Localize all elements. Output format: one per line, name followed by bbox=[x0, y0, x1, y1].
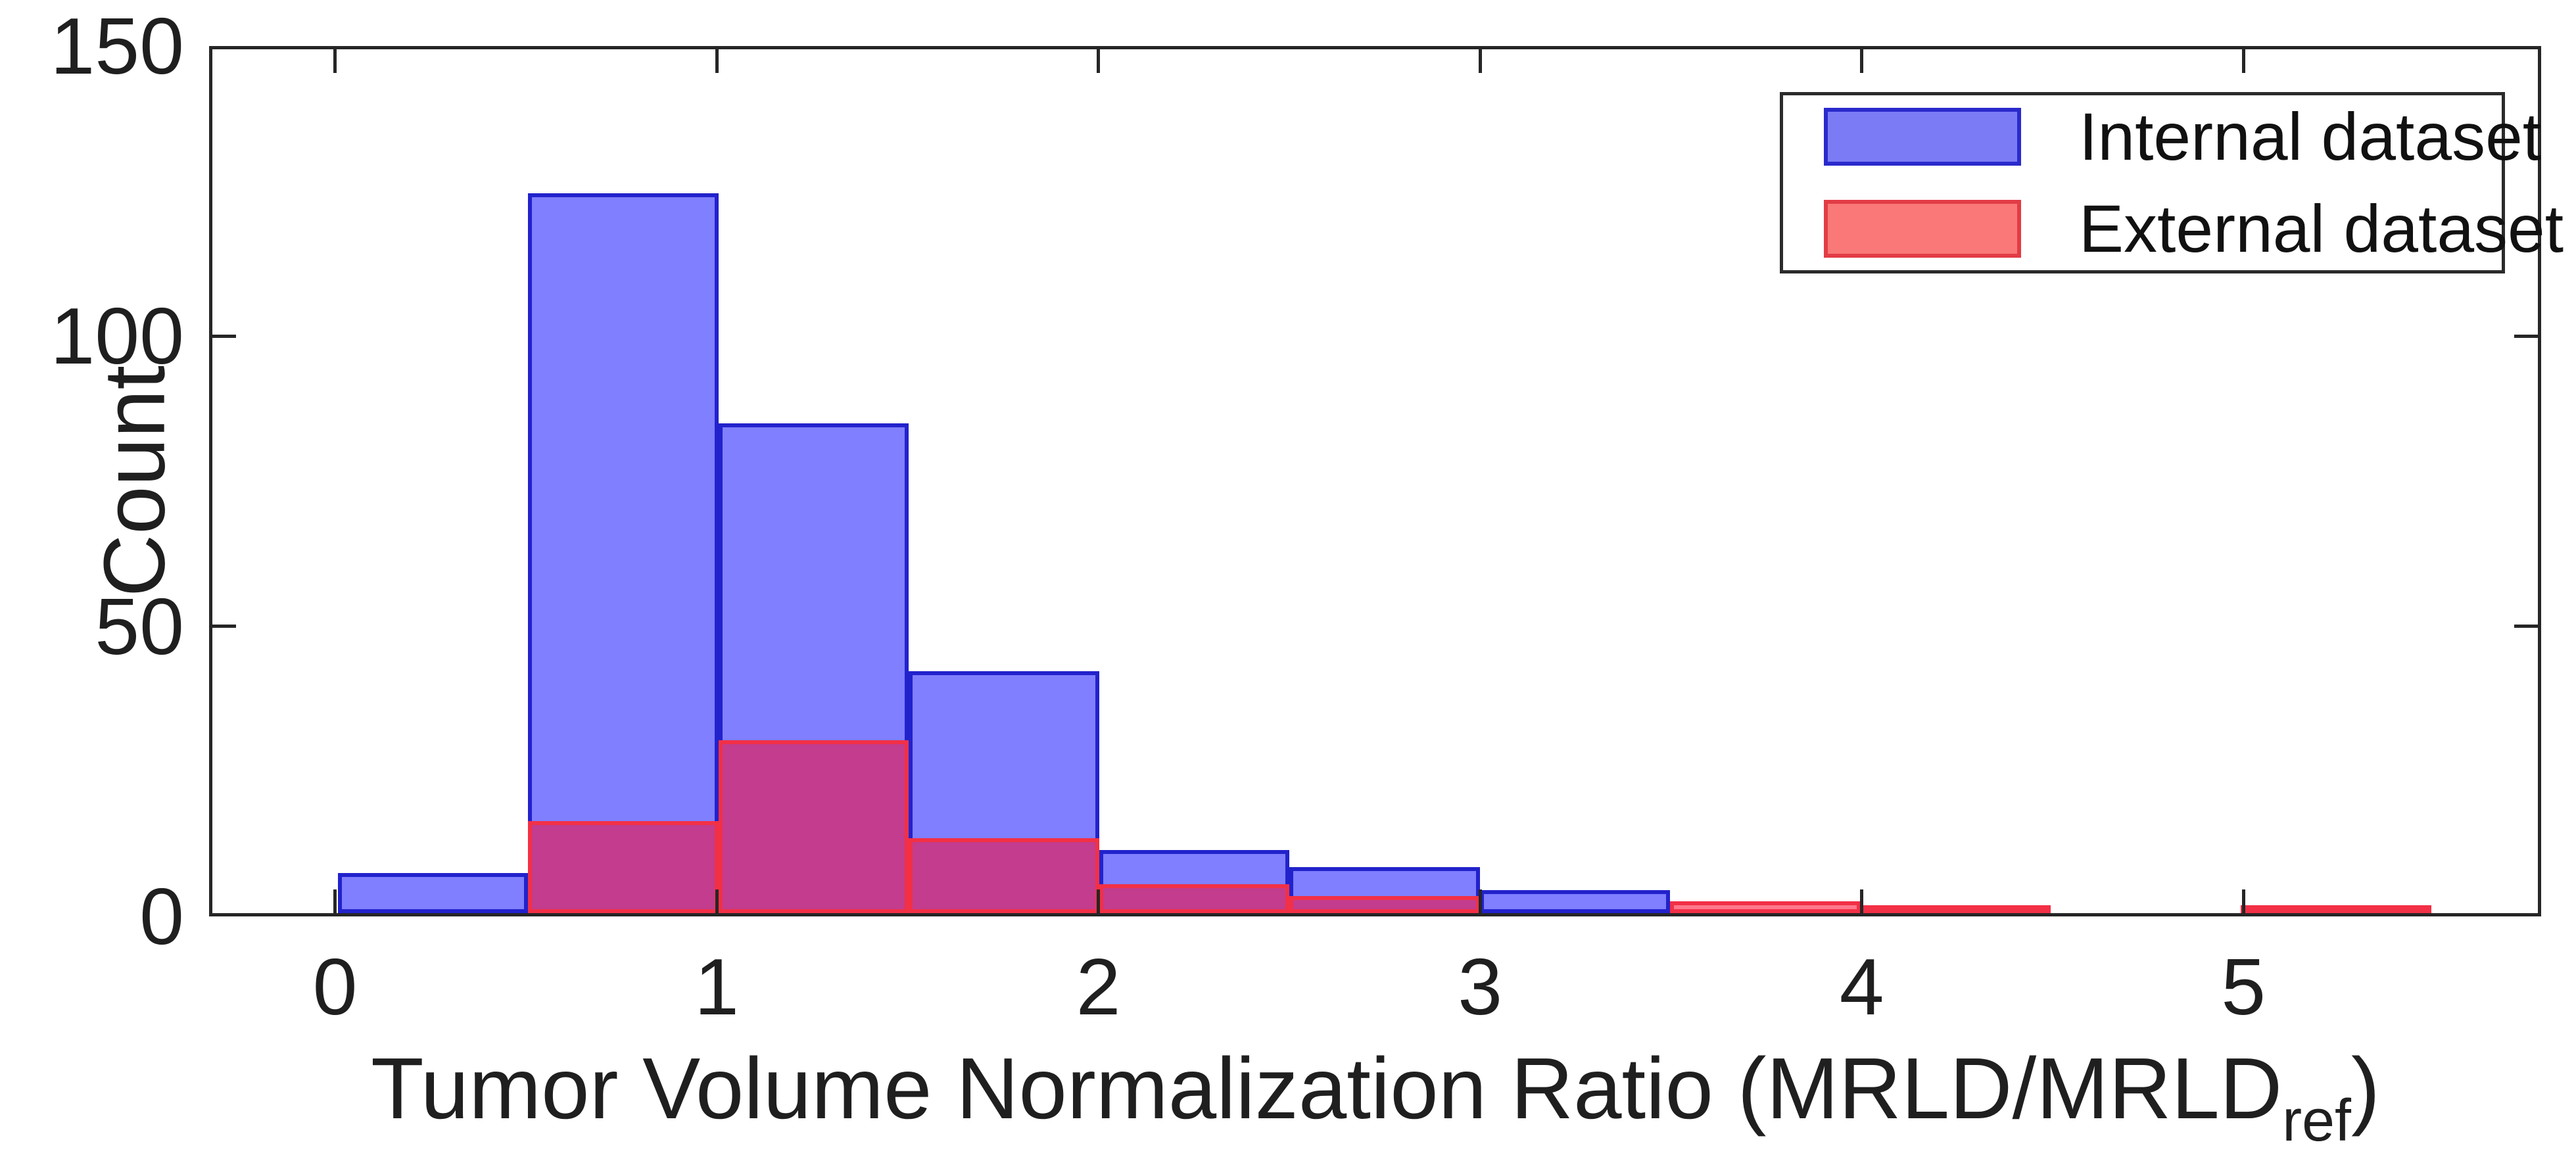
x-axis-label: Tumor Volume Normalization Ratio (MRLD/M… bbox=[371, 1039, 2380, 1155]
legend-item-external: External dataset bbox=[1824, 195, 2564, 262]
x-tick-top-4 bbox=[1860, 49, 1864, 73]
y-tick-label-150: 150 bbox=[50, 1, 184, 91]
x-tick-bottom-2 bbox=[1097, 889, 1101, 913]
x-tick-label-5: 5 bbox=[2221, 942, 2266, 1031]
x-tick-label-4: 4 bbox=[1839, 942, 1884, 1031]
y-tick-left-50 bbox=[212, 625, 236, 628]
y-tick-left-100 bbox=[212, 334, 236, 338]
x-tick-label-1: 1 bbox=[694, 942, 740, 1031]
x-axis-label-main: Tumor Volume Normalization Ratio (MRLD/M… bbox=[371, 1040, 2283, 1137]
y-axis-label: Count bbox=[85, 365, 183, 598]
histogram-bar-external-bin8 bbox=[1860, 905, 2051, 913]
legend: Internal dataset External dataset bbox=[1780, 92, 2564, 273]
y-tick-label-50: 50 bbox=[95, 581, 184, 671]
legend-label-internal: Internal dataset bbox=[2079, 99, 2542, 174]
x-tick-top-3 bbox=[1478, 49, 1482, 73]
histogram-bar-external-bin2 bbox=[718, 740, 909, 913]
histogram-bar-internal-bin6 bbox=[1479, 889, 1671, 913]
histogram-bar-external-bin1 bbox=[528, 820, 719, 913]
histogram-bar-external-bin5 bbox=[1289, 895, 1480, 913]
x-tick-top-0 bbox=[333, 49, 337, 73]
bars-external-dataset bbox=[212, 49, 2538, 913]
x-tick-top-2 bbox=[1097, 49, 1101, 73]
x-tick-bottom-0 bbox=[333, 889, 337, 913]
histogram-bar-external-bin3 bbox=[909, 838, 1099, 913]
x-tick-label-3: 3 bbox=[1458, 942, 1503, 1031]
x-axis-label-close: ) bbox=[2351, 1040, 2380, 1137]
x-tick-bottom-4 bbox=[1860, 889, 1864, 913]
histogram-bar-external-bin10 bbox=[2241, 905, 2431, 913]
x-axis-label-subscript: ref bbox=[2282, 1088, 2352, 1154]
x-tick-label-0: 0 bbox=[312, 942, 358, 1031]
legend-item-internal: Internal dataset bbox=[1824, 103, 2541, 170]
x-tick-top-5 bbox=[2241, 49, 2245, 73]
x-tick-label-2: 2 bbox=[1076, 942, 1121, 1031]
legend-swatch-internal bbox=[1824, 108, 2021, 166]
x-tick-bottom-5 bbox=[2241, 889, 2245, 913]
y-tick-label-100: 100 bbox=[50, 291, 184, 381]
y-tick-right-50 bbox=[2514, 625, 2538, 628]
x-tick-top-1 bbox=[715, 49, 719, 73]
histogram-bar-external-bin7 bbox=[1670, 901, 1861, 913]
legend-label-external: External dataset bbox=[2079, 191, 2564, 266]
legend-swatch-external bbox=[1824, 200, 2021, 258]
y-tick-right-100 bbox=[2514, 334, 2538, 338]
x-tick-bottom-1 bbox=[715, 889, 719, 913]
y-tick-label-0: 0 bbox=[139, 872, 184, 961]
histogram-bar-internal-bin0 bbox=[338, 872, 529, 913]
x-tick-bottom-3 bbox=[1478, 889, 1482, 913]
histogram-bar-external-bin4 bbox=[1099, 884, 1290, 913]
